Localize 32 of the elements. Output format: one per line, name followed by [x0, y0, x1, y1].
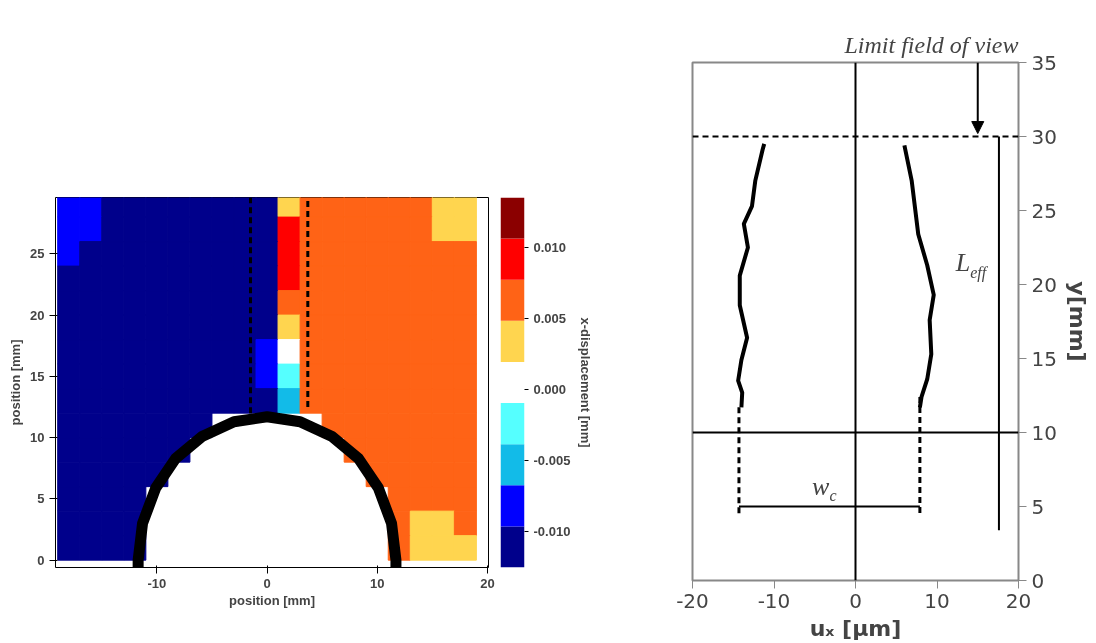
x-tick-label: 10 — [369, 575, 385, 591]
y-axis-title: y[mm] — [1064, 281, 1090, 362]
y-tick-label: 35 — [1031, 50, 1057, 75]
x-tick-label: -10 — [757, 588, 791, 613]
color-bar-label: -0.010 — [533, 524, 571, 540]
color-bar-label: -0.005 — [533, 453, 571, 469]
y-tick-label: 0 — [37, 552, 45, 568]
x-axis-title: position [mm] — [229, 592, 315, 608]
x-axis-title: uₓ [µm] — [809, 615, 902, 641]
color-bar-label: 0.005 — [533, 310, 567, 326]
y-tick-label: 30 — [1031, 124, 1057, 149]
y-tick-label: 10 — [1031, 420, 1057, 445]
annotation: Limit field of view — [843, 31, 1019, 58]
color-bar-title: x-displacement [mm] — [578, 317, 594, 448]
x-tick-label: -10 — [147, 575, 167, 591]
y-tick-label: 10 — [30, 430, 45, 446]
y-tick-label: 25 — [30, 246, 45, 262]
x-tick-label: 10 — [924, 588, 950, 613]
x-tick-label: -20 — [676, 588, 709, 613]
y-tick-label: 20 — [1031, 272, 1057, 297]
y-tick-label: 15 — [30, 368, 45, 384]
y-axis-title: position [mm] — [8, 339, 24, 426]
color-bar-label: 0.010 — [533, 239, 567, 255]
color-bar-label: 0.000 — [533, 382, 567, 398]
x-tick-label: 20 — [480, 575, 495, 591]
x-tick-label: 0 — [849, 588, 862, 613]
y-tick-label: 5 — [1031, 494, 1045, 519]
y-tick-label: 25 — [1031, 198, 1057, 223]
y-tick-label: 5 — [37, 491, 45, 507]
y-tick-label: 15 — [1031, 346, 1057, 371]
y-tick-label: 20 — [30, 307, 45, 323]
x-tick-label: 0 — [263, 575, 271, 591]
